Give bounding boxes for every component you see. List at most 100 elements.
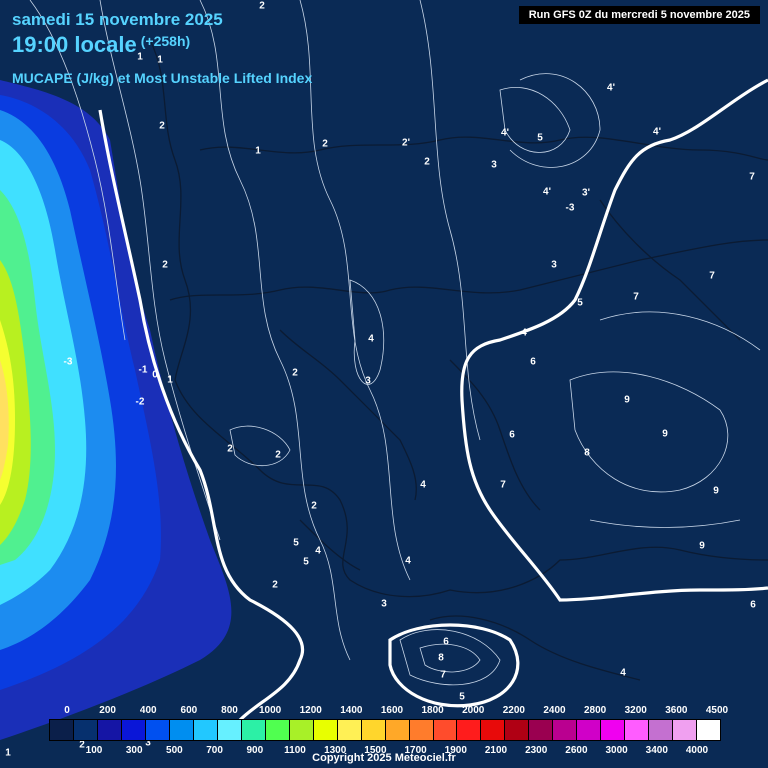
- colorbar-swatch: [529, 720, 554, 740]
- lifted-index-value: 2: [162, 259, 168, 271]
- lifted-index-value: 9: [662, 428, 668, 440]
- legend-tick-label: 600: [180, 705, 198, 716]
- lifted-index-value: 7: [500, 479, 506, 491]
- colorbar-swatch: [121, 720, 146, 740]
- lifted-index-value: 6: [750, 599, 756, 611]
- legend-tick-label: 0: [64, 705, 70, 716]
- lifted-index-value: 8: [584, 447, 590, 459]
- legend-tick-label: 1800: [421, 705, 444, 716]
- legend-tick-label: 2000: [462, 705, 485, 716]
- colorbar-swatch: [169, 720, 194, 740]
- lifted-index-value: 3: [491, 159, 497, 171]
- lifted-index-value: 6: [509, 429, 515, 441]
- lifted-index-value: 4: [521, 327, 527, 339]
- colorbar-swatch: [625, 720, 650, 740]
- legend-tick-label: 1700: [404, 745, 427, 756]
- colorbar-swatch: [457, 720, 482, 740]
- lifted-index-value: 2: [292, 367, 298, 379]
- lifted-index-value: 1: [157, 54, 163, 66]
- legend-tick-label: 1200: [299, 705, 322, 716]
- lifted-index-value: 1: [167, 374, 173, 386]
- lifted-index-value: 2: [259, 0, 265, 12]
- map-subtitle: MUCAPE (J/kg) et Most Unstable Lifted In…: [12, 70, 313, 86]
- lifted-index-value: 4': [501, 127, 509, 139]
- lifted-index-value: 1: [5, 747, 11, 759]
- lifted-index-value: 7: [709, 270, 715, 282]
- colorbar-swatch: [433, 720, 458, 740]
- lifted-index-value: 2: [272, 579, 278, 591]
- colorbar-swatch: [73, 720, 98, 740]
- colorbar-swatch: [265, 720, 290, 740]
- lifted-index-value: 2: [79, 739, 85, 751]
- colorbar-swatch: [241, 720, 266, 740]
- legend-tick-label: 1900: [444, 745, 467, 756]
- lifted-index-value: -1: [138, 364, 148, 376]
- legend-tick-label: 4000: [685, 745, 709, 756]
- colorbar-swatch: [601, 720, 626, 740]
- lifted-index-value: 2: [275, 449, 281, 461]
- lifted-index-value: 3': [582, 187, 590, 199]
- lifted-index-value: 1: [255, 145, 261, 157]
- legend-tick-label: 700: [206, 745, 223, 756]
- colorbar-swatch: [313, 720, 338, 740]
- lifted-index-value: 9: [713, 485, 719, 497]
- legend-tick-label: 900: [246, 745, 264, 756]
- colorbar-swatch: [505, 720, 530, 740]
- lifted-index-value: 5: [293, 537, 299, 549]
- lifted-index-value: 7: [440, 669, 446, 681]
- lifted-index-value: 3: [365, 375, 371, 387]
- legend-tick-label: 2800: [584, 705, 607, 716]
- legend-tick-label: 3600: [665, 705, 688, 716]
- lifted-index-value: 5: [459, 691, 465, 703]
- lifted-index-value: 3: [381, 598, 387, 610]
- lifted-index-value: 4': [543, 186, 551, 198]
- lifted-index-value: 6: [443, 636, 449, 648]
- colorbar-swatch: [289, 720, 314, 740]
- lifted-index-value: 4: [620, 667, 626, 679]
- legend-tick-label: 3200: [624, 705, 647, 716]
- legend-tick-label: 1600: [380, 705, 404, 716]
- forecast-date: samedi 15 novembre 2025: [12, 10, 223, 29]
- lifted-index-value: 6: [530, 356, 536, 368]
- colorbar-swatch: [50, 720, 74, 740]
- lifted-index-value: 2: [322, 138, 328, 150]
- legend-tick-label: 2100: [484, 745, 508, 756]
- legend-tick-label: 800: [221, 705, 238, 716]
- lifted-index-value: 2': [402, 137, 410, 149]
- colorbar-swatch: [697, 720, 721, 740]
- colorbar-swatch: [145, 720, 170, 740]
- colorbar-swatch: [361, 720, 386, 740]
- colorbar-swatch: [577, 720, 602, 740]
- run-info-badge: Run GFS 0Z du mercredi 5 novembre 2025: [518, 6, 760, 24]
- lifted-index-value: 9: [624, 394, 630, 406]
- legend-tick-label: 2300: [525, 745, 548, 756]
- legend-tick-label: 1500: [364, 745, 387, 756]
- colorbar-swatch: [97, 720, 122, 740]
- lifted-index-value: 4: [315, 545, 321, 557]
- legend-tick-label: 1300: [324, 745, 347, 756]
- forecast-offset: (+258h): [140, 33, 191, 49]
- legend-tick-label: 3400: [645, 745, 668, 756]
- legend-tick-label: 1000: [259, 705, 282, 716]
- colorbar-swatch: [649, 720, 674, 740]
- lifted-index-value: 2: [424, 156, 430, 168]
- lifted-index-value: 2: [159, 120, 165, 132]
- legend-tick-label: 4500: [705, 705, 729, 716]
- colorbar-swatch: [409, 720, 434, 740]
- legend-tick-label: 400: [139, 705, 157, 716]
- lifted-index-value: 8: [438, 652, 444, 664]
- colorbar-swatch: [673, 720, 698, 740]
- lifted-index-value: 4: [405, 555, 411, 567]
- forecast-time-label: 19:00 locale: [12, 32, 137, 57]
- lifted-index-value: 1: [137, 51, 143, 63]
- legend-tick-label: 1400: [340, 705, 363, 716]
- lifted-index-value: 4: [420, 479, 426, 491]
- colorbar-swatch: [217, 720, 242, 740]
- legend-tick-label: 2600: [565, 745, 588, 756]
- lifted-index-value: 7: [749, 171, 755, 183]
- legend-tick-label: 200: [99, 705, 116, 716]
- lifted-index-value: 4: [368, 333, 374, 345]
- legend-tick-label: 100: [85, 745, 103, 756]
- colorbar-swatch: [553, 720, 578, 740]
- copyright: Copyright 2025 Meteociel.fr: [312, 752, 456, 764]
